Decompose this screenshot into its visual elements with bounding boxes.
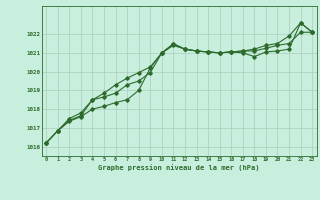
X-axis label: Graphe pression niveau de la mer (hPa): Graphe pression niveau de la mer (hPa) [99,164,260,171]
